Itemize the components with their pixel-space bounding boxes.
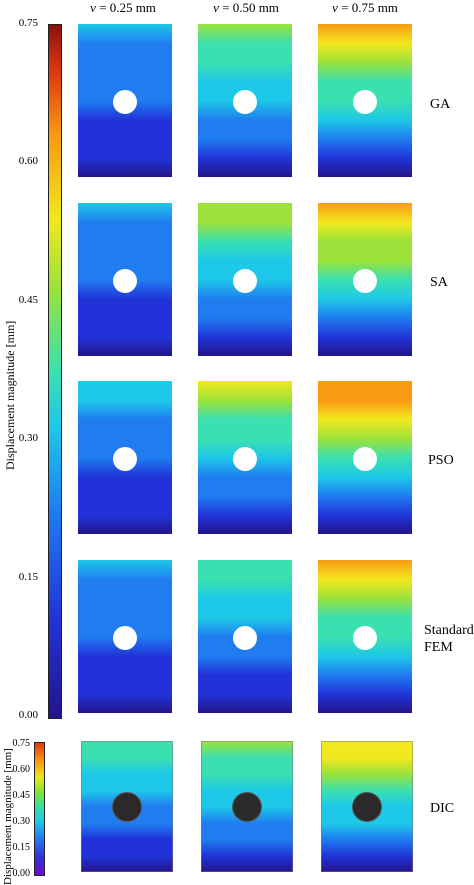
dic-panel	[321, 741, 413, 872]
colorbar-tick: 0.45	[18, 294, 38, 306]
column-header-1: v = 0.25 mm	[90, 0, 156, 15]
simulation-panel	[318, 24, 412, 177]
specimen-hole	[233, 626, 257, 650]
dic-panel	[201, 741, 293, 872]
specimen-hole	[353, 626, 377, 650]
specimen-hole	[233, 269, 257, 293]
specimen-hole	[113, 269, 137, 293]
specimen-hole	[112, 792, 142, 822]
specimen-hole	[113, 626, 137, 650]
specimen-hole	[353, 90, 377, 114]
row-label-dic: DIC	[430, 801, 455, 816]
simulation-panel	[318, 381, 412, 534]
dic-colorbar-tick: 0.15	[12, 842, 31, 853]
specimen-hole	[233, 447, 257, 471]
specimen-hole	[353, 269, 377, 293]
dic-colorbar	[34, 742, 45, 876]
simulation-panel	[198, 24, 292, 177]
specimen-hole	[232, 792, 262, 822]
simulation-panel	[78, 24, 172, 177]
simulation-panel	[198, 560, 292, 713]
dic-colorbar-tick: 0.00	[12, 868, 31, 879]
simulation-panel	[198, 203, 292, 356]
simulation-panel	[78, 381, 172, 534]
specimen-hole	[233, 90, 257, 114]
simulation-panel	[78, 560, 172, 713]
row-label-sa: SA	[430, 275, 448, 290]
simulation-panel	[78, 203, 172, 356]
colorbar-axis-label: Displacement magnitude [mm]	[3, 320, 17, 470]
simulation-panel	[198, 381, 292, 534]
main-colorbar	[48, 24, 62, 719]
specimen-hole	[352, 792, 382, 822]
specimen-hole	[353, 447, 377, 471]
colorbar-tick: 0.30	[18, 432, 38, 444]
simulation-panel	[318, 560, 412, 713]
colorbar-tick: 0.00	[18, 709, 38, 721]
row-label-ga: GA	[430, 97, 451, 112]
dic-colorbar-tick: 0.30	[12, 816, 31, 827]
specimen-hole	[113, 447, 137, 471]
colorbar-tick: 0.75	[18, 17, 38, 29]
colorbar-tick: 0.60	[18, 155, 38, 167]
dic-colorbar-tick: 0.60	[12, 764, 31, 775]
colorbar-tick: 0.15	[18, 571, 38, 583]
row-label-standard-fem: Standard FEM	[424, 623, 474, 655]
specimen-hole	[113, 90, 137, 114]
dic-colorbar-tick: 0.75	[12, 738, 31, 749]
dic-panel	[81, 741, 173, 872]
column-header-2: v = 0.50 mm	[213, 0, 279, 15]
dic-colorbar-tick: 0.45	[12, 790, 31, 801]
column-header-3: v = 0.75 mm	[332, 0, 398, 15]
row-label-pso: PSO	[428, 453, 454, 468]
simulation-panel	[318, 203, 412, 356]
